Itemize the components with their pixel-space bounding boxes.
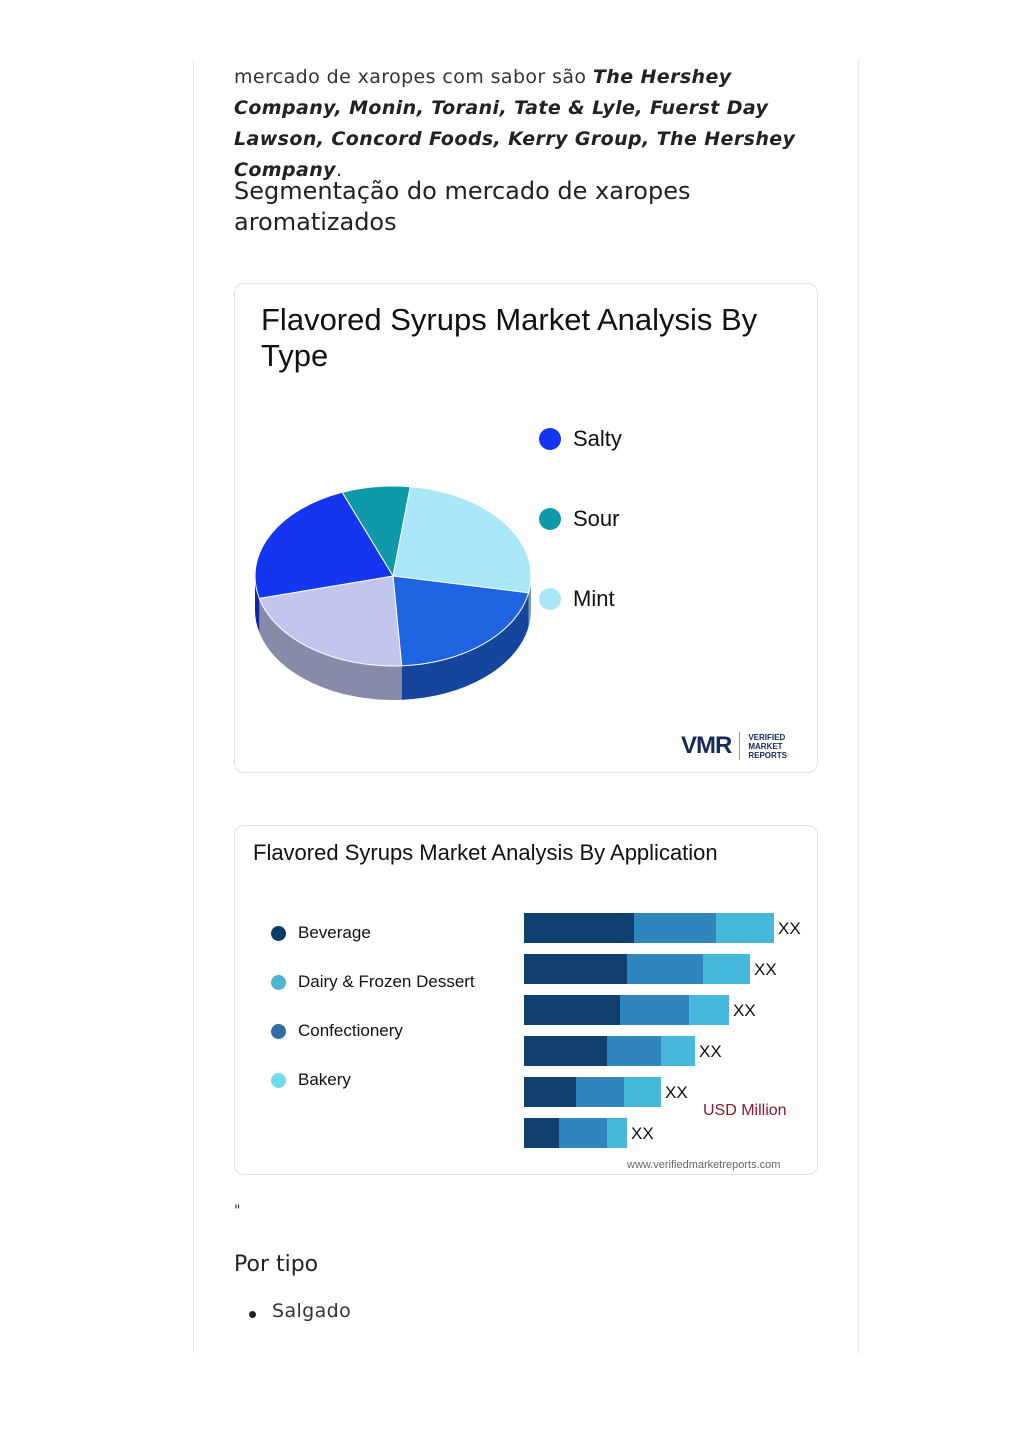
legend-label: Sour <box>573 506 620 531</box>
bar-segment <box>524 1036 607 1066</box>
type-analysis-card: Flavored Syrups Market Analysis By Type … <box>234 283 818 773</box>
bar-segment <box>524 995 620 1025</box>
bar-segment <box>716 913 774 943</box>
intro-suffix: . <box>335 159 343 181</box>
bar-segment <box>607 1036 661 1066</box>
pie-slice-side <box>528 576 531 627</box>
bar-value-label: XX <box>665 1083 688 1102</box>
type-list: Salgado <box>248 1300 352 1322</box>
bar-segment <box>661 1036 695 1066</box>
legend-dot <box>539 508 561 530</box>
legend-item-dairy: Dairy & Frozen Dessert <box>271 972 475 992</box>
list-item: Salgado <box>248 1300 352 1322</box>
legend-item-sour: Sour <box>539 506 619 532</box>
bar-segment <box>620 995 689 1025</box>
bar-segment <box>524 1077 576 1107</box>
legend-dot <box>271 974 286 990</box>
legend-dot <box>539 588 561 610</box>
legend-label: Bakery <box>298 1070 351 1089</box>
bar-value-label: XX <box>733 1001 756 1020</box>
bar-value-label: XX <box>699 1042 722 1061</box>
bar-segment <box>689 995 729 1025</box>
logo-line: MARKET <box>748 741 783 751</box>
logo-line: VERIFIED <box>748 732 786 742</box>
unit-label: USD Million <box>703 1102 787 1119</box>
type-chart-title: Flavored Syrups Market Analysis By Type <box>261 302 758 373</box>
subheading-by-type: Por tipo <box>234 1252 319 1277</box>
legend-item-bakery: Bakery <box>271 1070 351 1090</box>
legend-label: Beverage <box>298 923 371 942</box>
legend-item-mint: Mint <box>539 586 615 612</box>
intro-paragraph: mercado de xaropes com sabor são The Her… <box>234 62 824 186</box>
type-pie-chart <box>254 485 532 700</box>
bar-segment <box>559 1118 607 1148</box>
vmr-logo: VMR VERIFIED MARKET REPORTS <box>681 732 787 760</box>
legend-label: Salty <box>573 426 622 451</box>
legend-label: Mint <box>573 586 615 611</box>
application-chart-title: Flavored Syrups Market Analysis By Appli… <box>253 840 718 865</box>
bar-segment <box>524 913 634 943</box>
intro-prefix: mercado de xaropes com sabor são <box>234 66 593 88</box>
bar-value-label: XX <box>778 919 801 938</box>
bar-value-label: XX <box>754 960 777 979</box>
logo-mark: VMR <box>681 732 741 760</box>
legend-dot <box>539 428 561 450</box>
bar-segment <box>624 1077 661 1107</box>
logo-words: VERIFIED MARKET REPORTS <box>740 733 787 760</box>
company-list: The Hershey Company, Monin, Torani, Tate… <box>234 66 796 181</box>
pie-slice-slice-3 <box>258 575 403 667</box>
legend-dot <box>271 1072 286 1088</box>
legend-item-confectionery: Confectionery <box>271 1021 403 1041</box>
bar-segment <box>524 1118 559 1148</box>
content-column <box>193 60 859 1353</box>
legend-label: Dairy & Frozen Dessert <box>298 972 475 991</box>
bar-segment <box>627 954 703 984</box>
pie-slice-slice-2 <box>392 575 530 667</box>
section-title: Segmentação do mercado de xaropes aromat… <box>234 177 691 236</box>
bar-segment <box>576 1077 624 1107</box>
pie-slice-side <box>259 598 402 700</box>
website-label: www.verifiedmarketreports.com <box>627 1159 781 1171</box>
bar-segment <box>607 1118 627 1148</box>
closing-quote: " <box>234 1203 241 1219</box>
pie-slice-mint <box>392 486 532 594</box>
legend-dot <box>271 1023 286 1039</box>
pie-slice-side <box>401 592 529 700</box>
pie-slice-salty <box>254 491 394 599</box>
pie-slice-side <box>255 576 260 633</box>
bar-value-label: XX <box>631 1124 654 1143</box>
application-bar-chart: XX XX XX XX XX XX <box>524 913 801 1148</box>
legend-item-beverage: Beverage <box>271 923 371 943</box>
bar-segment <box>703 954 750 984</box>
legend-label: Confectionery <box>298 1021 403 1040</box>
legend-item-salty: Salty <box>539 426 622 452</box>
bar-segment <box>634 913 716 943</box>
logo-line: REPORTS <box>748 750 788 760</box>
application-analysis-card: Flavored Syrups Market Analysis By Appli… <box>234 825 818 1175</box>
bar-segment <box>524 954 627 984</box>
legend-dot <box>271 925 286 941</box>
